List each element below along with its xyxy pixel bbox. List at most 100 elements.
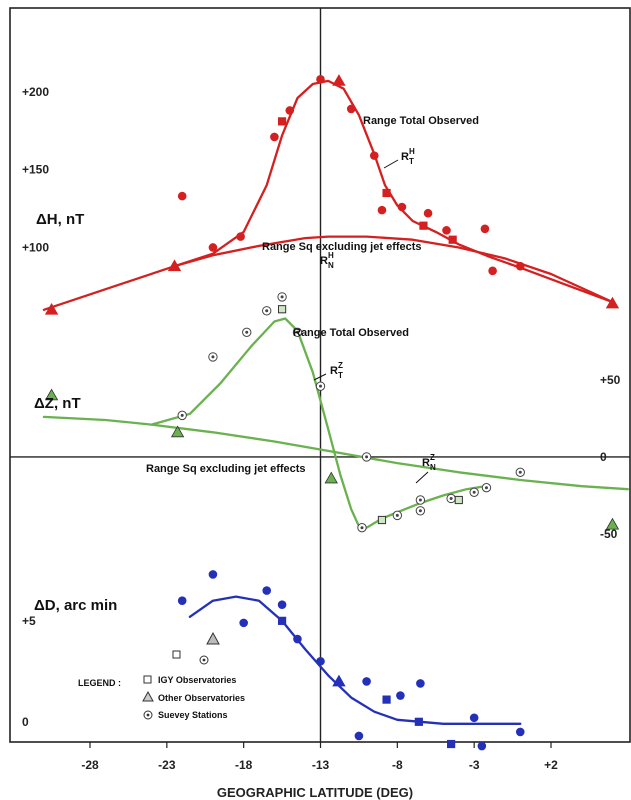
survey-point-center xyxy=(295,330,299,334)
survey-point-center xyxy=(518,470,522,474)
legend-label: Other Observatories xyxy=(158,693,245,703)
survey-point xyxy=(285,106,295,115)
survey-point xyxy=(316,75,325,84)
curve-symbol: R xyxy=(330,365,338,377)
x-tick-label: -28 xyxy=(81,758,99,772)
survey-point xyxy=(362,677,371,686)
survey-point-center xyxy=(245,330,249,334)
survey-point xyxy=(480,224,490,234)
observatory-point xyxy=(44,302,59,315)
survey-point-center xyxy=(365,455,369,459)
x-tick-label: -3 xyxy=(469,758,480,772)
pointer-arrow xyxy=(383,159,399,169)
igy-point xyxy=(419,221,428,230)
igy-point xyxy=(448,235,457,244)
survey-point-center xyxy=(360,526,364,530)
curve-annotation: Range Sq excluding jet effects xyxy=(262,241,422,253)
survey-point-center xyxy=(484,486,488,490)
survey-point xyxy=(515,727,525,737)
observatory-point xyxy=(167,259,182,272)
igy-point xyxy=(414,717,423,726)
curve-symbol-sup: Z xyxy=(338,361,343,370)
survey-point xyxy=(442,226,451,235)
observatory-point xyxy=(324,471,338,484)
curve-symbol: R xyxy=(401,151,409,163)
survey-point-center xyxy=(418,498,422,502)
right-tick-label: 0 xyxy=(600,450,607,464)
right-tick-label: +50 xyxy=(600,373,621,387)
curve-symbol: R xyxy=(320,255,328,267)
observatory-point xyxy=(605,296,620,309)
survey-point-center xyxy=(472,490,476,494)
survey-point xyxy=(316,656,325,666)
curve-symbol-sup: Z xyxy=(430,453,435,462)
survey-point xyxy=(208,570,218,579)
legend-igy-symbol xyxy=(143,675,152,684)
survey-point xyxy=(396,691,405,700)
survey-point-center xyxy=(265,309,269,313)
survey-point xyxy=(477,741,487,751)
y-tick-label: +5 xyxy=(22,614,36,628)
legend-sample-circle-center xyxy=(202,658,206,662)
survey-point xyxy=(423,208,433,218)
survey-point xyxy=(177,191,187,201)
pointer-arrow xyxy=(313,373,327,381)
survey-point-center xyxy=(280,295,284,299)
dZ-total-curve xyxy=(150,317,487,529)
igy-point xyxy=(277,305,287,314)
survey-point xyxy=(277,600,287,610)
survey-point xyxy=(377,205,387,215)
x-axis-title: GEOGRAPHIC LATITUDE (DEG) xyxy=(217,785,413,800)
x-tick-label: -23 xyxy=(158,758,176,772)
curve-annotation: Range Sq excluding jet effects xyxy=(146,463,306,475)
igy-point xyxy=(454,495,463,505)
curve-symbol-sub: T xyxy=(338,371,343,380)
dH-total-curve xyxy=(42,79,614,311)
y-tick-label: +150 xyxy=(22,163,49,177)
survey-point xyxy=(488,266,497,276)
survey-point xyxy=(346,104,356,114)
survey-point-center xyxy=(395,513,399,517)
legend-sample-triangle xyxy=(206,631,220,645)
observatory-point xyxy=(332,74,346,86)
dD-label: ΔD, arc min xyxy=(34,597,117,614)
survey-point xyxy=(515,261,525,271)
survey-point xyxy=(354,731,364,741)
igy-point xyxy=(277,616,287,625)
dD-fit-curve xyxy=(188,595,522,725)
survey-point xyxy=(369,151,379,160)
igy-point xyxy=(447,739,456,749)
survey-point xyxy=(293,634,302,644)
observatory-point xyxy=(170,425,185,438)
curve-symbol: R xyxy=(422,457,430,469)
survey-point xyxy=(208,243,218,252)
survey-point-center xyxy=(449,496,453,500)
dZ-label: ΔZ, nT xyxy=(34,395,81,412)
curve-symbol-sub: N xyxy=(328,261,334,270)
curve-symbol-sub: T xyxy=(409,157,414,166)
survey-point-center xyxy=(418,509,422,513)
legend-title: LEGEND : xyxy=(78,678,121,688)
x-tick-label: -13 xyxy=(312,758,330,772)
curve-annotation: Range Total Observed xyxy=(293,327,409,339)
igy-point xyxy=(382,188,391,198)
y-tick-label: 0 xyxy=(22,715,29,729)
y-tick-label: +200 xyxy=(22,85,49,99)
observatory-point xyxy=(605,517,620,530)
survey-point xyxy=(397,202,407,212)
survey-point xyxy=(262,586,272,595)
x-tick-label: +2 xyxy=(544,758,558,772)
survey-point xyxy=(416,679,425,688)
observatory-point xyxy=(332,674,346,687)
curve-annotation: Range Total Observed xyxy=(363,115,479,127)
igy-point xyxy=(277,117,287,126)
pointer-arrow xyxy=(415,471,429,484)
observatory-point xyxy=(44,388,59,401)
survey-point xyxy=(270,132,279,142)
survey-point xyxy=(236,232,245,241)
curve-symbol-sub: N xyxy=(430,463,436,472)
igy-point xyxy=(382,695,391,704)
igy-point xyxy=(377,515,387,525)
y-tick-label: +100 xyxy=(22,240,49,254)
